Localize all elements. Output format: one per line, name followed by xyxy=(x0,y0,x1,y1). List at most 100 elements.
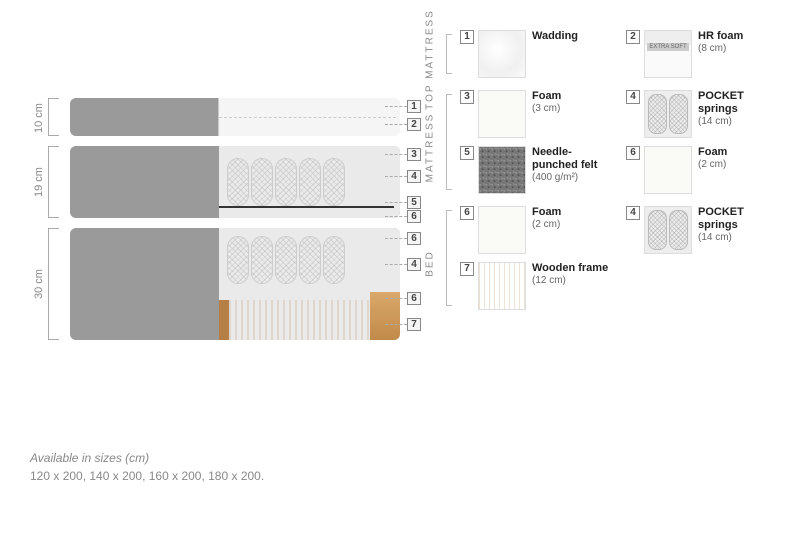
material-swatch xyxy=(478,262,526,310)
callout-line xyxy=(385,124,407,125)
item-text: Foam(2 cm) xyxy=(698,146,727,171)
layer-mattress xyxy=(70,146,400,218)
spring-icon xyxy=(251,158,273,206)
item-number: 6 xyxy=(626,146,640,160)
callout-number: 4 xyxy=(407,258,421,271)
dimension-bracket xyxy=(48,146,58,218)
material-swatch xyxy=(478,90,526,138)
legend-item: 6 Foam(2 cm) xyxy=(460,206,610,254)
item-title: Wooden frame xyxy=(532,262,608,275)
item-text: Foam(2 cm) xyxy=(532,206,561,231)
legend-item: 3 Foam(3 cm) xyxy=(460,90,610,138)
material-swatch xyxy=(644,90,692,138)
item-title: POCKET springs xyxy=(698,206,776,232)
item-title: Foam xyxy=(532,206,561,219)
legend-section: MATTRESS 3 Foam(3 cm) 4 POCKET springs(14 cm… xyxy=(430,90,780,194)
spring-icon xyxy=(323,158,345,206)
spring-icon xyxy=(227,158,249,206)
item-title: HR foam xyxy=(698,30,743,43)
legend-panel: TOP MATTRESS 1 Wadding 2 HR foam(8 cm) MATTRE… xyxy=(430,0,800,533)
callout-line xyxy=(385,154,407,155)
callout-number: 6 xyxy=(407,292,421,305)
dimension-label: 19 cm xyxy=(33,167,45,197)
spring-icon xyxy=(275,158,297,206)
item-sub: (2 cm) xyxy=(532,219,561,231)
section-items: 3 Foam(3 cm) 4 POCKET springs(14 cm) 5 Needle… xyxy=(452,90,780,194)
main-container: 10 cm 19 cm 30 cm xyxy=(0,0,800,533)
callout-number: 2 xyxy=(407,118,421,131)
item-text: POCKET springs(14 cm) xyxy=(698,90,776,128)
item-sub: (2 cm) xyxy=(698,159,727,171)
item-text: Wadding xyxy=(532,30,578,43)
callout-number: 3 xyxy=(407,148,421,161)
section-items: 1 Wadding 2 HR foam(8 cm) xyxy=(452,30,780,78)
bed-cutaway xyxy=(219,228,401,340)
callout-number: 6 xyxy=(407,232,421,245)
legend-item: 1 Wadding xyxy=(460,30,610,78)
item-title: Foam xyxy=(698,146,727,159)
callout-line xyxy=(385,324,407,325)
item-title: POCKET springs xyxy=(698,90,776,116)
item-number: 2 xyxy=(626,30,640,44)
legend-item: 5 Needle-punched felt(400 g/m²) xyxy=(460,146,610,194)
item-text: Wooden frame(12 cm) xyxy=(532,262,608,287)
item-title: Needle-punched felt xyxy=(532,146,610,172)
material-swatch xyxy=(644,206,692,254)
callout-line xyxy=(385,216,407,217)
item-number: 5 xyxy=(460,146,474,160)
item-sub: (12 cm) xyxy=(532,275,608,287)
callout-line xyxy=(385,264,407,265)
legend-item: 2 HR foam(8 cm) xyxy=(626,30,776,78)
felt-line xyxy=(219,206,395,208)
callout-line xyxy=(385,176,407,177)
spring-icon xyxy=(299,236,321,284)
material-swatch xyxy=(478,146,526,194)
section-label: TOP MATTRESS xyxy=(430,30,452,78)
section-label: MATTRESS xyxy=(430,90,452,194)
spring-icon xyxy=(227,236,249,284)
layer-bed xyxy=(70,228,400,340)
item-title: Wadding xyxy=(532,30,578,43)
callout-line xyxy=(385,106,407,107)
item-text: Foam(3 cm) xyxy=(532,90,561,115)
item-number: 7 xyxy=(460,262,474,276)
callout-line xyxy=(385,298,407,299)
callout-number: 4 xyxy=(407,170,421,183)
footer-text: Available in sizes (cm) 120 x 200, 140 x… xyxy=(30,451,264,483)
item-number: 4 xyxy=(626,90,640,104)
section-items: 6 Foam(2 cm) 4 POCKET springs(14 cm) 7 Wooden… xyxy=(452,206,780,310)
legend-section: TOP MATTRESS 1 Wadding 2 HR foam(8 cm) xyxy=(430,30,780,78)
spring-icon xyxy=(275,236,297,284)
material-swatch xyxy=(644,146,692,194)
material-swatch xyxy=(644,30,692,78)
dimension-bracket xyxy=(48,228,58,340)
item-sub: (14 cm) xyxy=(698,232,776,244)
diagram-panel: 10 cm 19 cm 30 cm xyxy=(0,0,430,533)
item-number: 1 xyxy=(460,30,474,44)
dimension-label: 10 cm xyxy=(33,103,45,133)
section-label: BED xyxy=(430,206,452,310)
legend-item: 7 Wooden frame(12 cm) xyxy=(460,262,610,310)
sizes-list: 120 x 200, 140 x 200, 160 x 200, 180 x 2… xyxy=(30,469,264,483)
legend-section: BED 6 Foam(2 cm) 4 POCKET springs(14 cm) 7 Woo… xyxy=(430,206,780,310)
spring-icon xyxy=(299,158,321,206)
item-number: 6 xyxy=(460,206,474,220)
item-title: Foam xyxy=(532,90,561,103)
item-number: 3 xyxy=(460,90,474,104)
callout-number: 6 xyxy=(407,210,421,223)
dimension-bracket xyxy=(48,98,58,136)
item-text: Needle-punched felt(400 g/m²) xyxy=(532,146,610,184)
item-number: 4 xyxy=(626,206,640,220)
item-text: HR foam(8 cm) xyxy=(698,30,743,55)
layer-top-mattress xyxy=(70,98,400,136)
item-sub: (14 cm) xyxy=(698,116,776,128)
dimension-label: 30 cm xyxy=(33,269,45,299)
material-swatch xyxy=(478,206,526,254)
legend-item: 4 POCKET springs(14 cm) xyxy=(626,90,776,138)
callout-number: 5 xyxy=(407,196,421,209)
callout-line xyxy=(385,238,407,239)
callout-number: 1 xyxy=(407,100,421,113)
item-sub: (400 g/m²) xyxy=(532,172,610,184)
material-swatch xyxy=(478,30,526,78)
callout-number: 7 xyxy=(407,318,421,331)
